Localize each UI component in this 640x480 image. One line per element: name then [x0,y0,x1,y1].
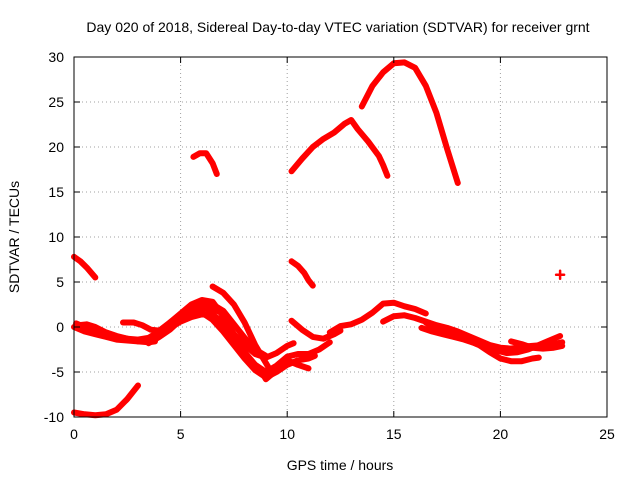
series-arc-19 [288,117,391,179]
y-tick-label: 30 [48,49,64,65]
series-arc-17 [508,338,566,352]
y-tick-label: 0 [56,319,64,335]
series-arc-09 [205,307,312,383]
series-point-01 [554,269,566,281]
chart-title: Day 020 of 2018, Sidereal Day-to-day VTE… [86,19,589,35]
y-tick-label: -10 [44,409,64,425]
y-axis-label: SDTVAR / TECUs [6,181,22,293]
y-tick-label: 25 [48,94,64,110]
plot-frame [73,56,608,418]
y-tick-label: -5 [52,364,65,380]
y-tick-labels: -10 -5 0 5 10 15 20 25 30 [44,49,64,425]
y-tick-label: 20 [48,139,64,155]
x-tick-label: 15 [386,426,402,442]
series-arc-10 [209,283,276,377]
series-arc-20 [358,59,461,186]
x-axis-label: GPS time / hours [287,457,394,473]
series-arc-12 [288,258,316,289]
x-tick-label: 10 [279,426,295,442]
data-series [71,59,566,419]
axis-ticks [73,56,608,418]
x-tick-label: 25 [599,426,615,442]
series-arc-01 [71,382,141,419]
y-tick-label: 10 [48,229,64,245]
y-tick-label: 5 [56,274,64,290]
x-tick-labels: 0 5 10 15 20 25 [70,426,615,442]
x-tick-label: 5 [177,426,185,442]
series-arc-05 [75,321,158,346]
x-tick-label: 0 [70,426,78,442]
grid-lines [74,57,607,417]
x-tick-label: 20 [493,426,509,442]
y-tick-label: 15 [48,184,64,200]
series-arc-02 [71,253,99,281]
series-arc-18 [190,150,220,177]
series-arc-13 [326,299,429,336]
series-arc-11 [288,317,344,342]
